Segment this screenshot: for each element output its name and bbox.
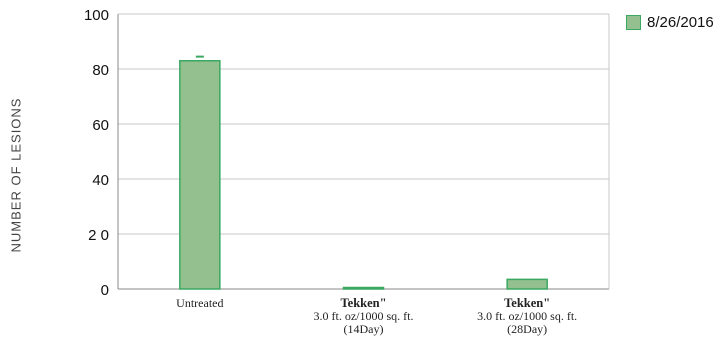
y-tick-label: 40 [92,172,109,189]
y-tick-label: 100 [84,7,109,24]
legend: 8/26/2016 [626,14,714,31]
y-tick-label: 80 [92,62,109,79]
x-tick-label: Tekken" [340,296,386,310]
y-tick-label: 60 [92,117,109,134]
x-tick-label: (28Day) [507,322,547,336]
x-tick-label: 3.0 ft. oz/1000 sq. ft. [477,309,577,323]
legend-label: 8/26/2016 [647,14,714,31]
bar [506,278,548,290]
bar [179,60,221,290]
x-tick-label: Tekken" [504,296,550,310]
x-tick-label: (14Day) [344,322,384,336]
x-tick-label: Untreated [176,296,223,310]
y-tick-label: 2 0 [88,227,109,244]
bar [342,286,385,290]
legend-swatch [626,15,641,30]
y-axis-label-text: NUMBER OF LESIONS [8,97,24,253]
y-tick-label: 0 [101,282,109,299]
x-tick-label: 3.0 ft. oz/1000 sq. ft. [314,309,414,323]
